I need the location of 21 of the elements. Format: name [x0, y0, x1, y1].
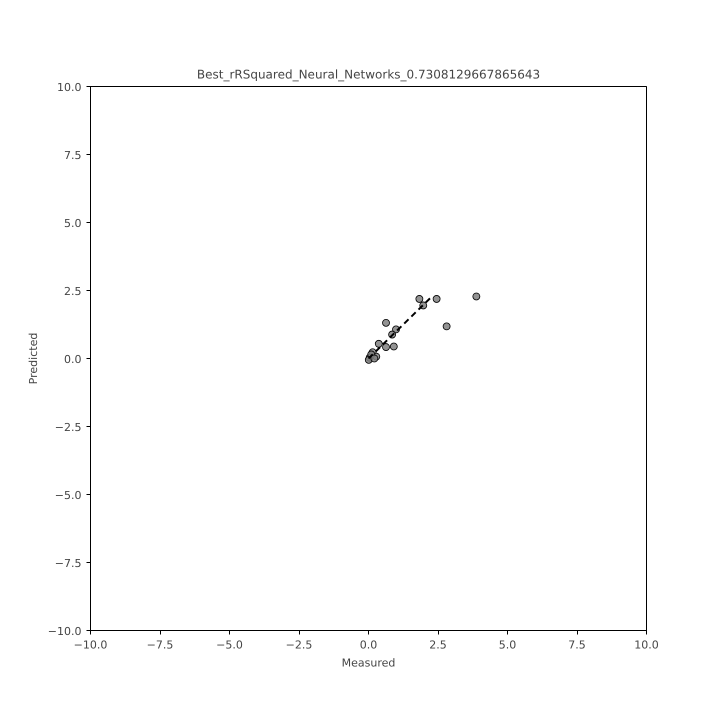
x-axis-title: Measured: [342, 656, 396, 670]
x-tick-label: 2.5: [429, 638, 447, 652]
y-axis-title: Predicted: [26, 332, 40, 384]
x-tick-label: 10.0: [634, 638, 659, 652]
y-tick-label: 7.5: [64, 149, 82, 162]
x-tick-label: 5.0: [498, 638, 516, 652]
chart-title: Best_rRSquared_Neural_Networks_0.7308129667865643: [196, 68, 540, 82]
y-tick-label: −10.0: [48, 625, 82, 638]
x-tick-label: −5.0: [216, 638, 243, 652]
y-tick-label: 2.5: [64, 285, 82, 298]
x-tick-label: −2.5: [286, 638, 312, 652]
x-tick-label: −7.5: [146, 638, 174, 652]
y-tick-label: 5.0: [64, 217, 82, 230]
y-tick-label: 10.0: [57, 81, 82, 94]
y-tick-label: −2.5: [54, 421, 82, 434]
y-tick-label: −7.5: [54, 557, 82, 570]
x-tick-label: −10.0: [74, 638, 108, 652]
x-tick-label: 7.5: [568, 638, 586, 652]
y-tick-label: 0.0: [64, 353, 82, 366]
y-tick-label: −5.0: [54, 489, 82, 502]
x-tick-label: 0.0: [360, 638, 378, 652]
